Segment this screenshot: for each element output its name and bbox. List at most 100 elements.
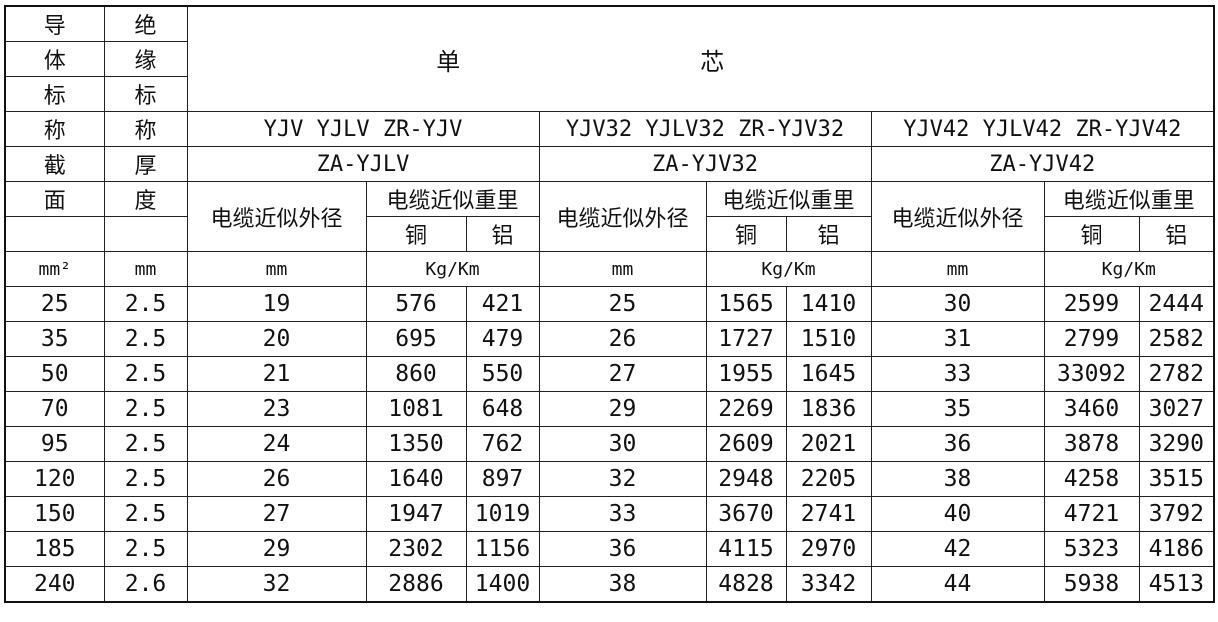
col-header: 铜 <box>705 216 787 252</box>
col-header: 电缆近似重里 <box>705 181 872 217</box>
header-row: 截 厚 ZA-YJLV ZA-YJV32 ZA-YJV42 <box>4 146 1215 182</box>
cell <box>103 216 188 252</box>
cell: 35 <box>4 321 105 357</box>
cell: 4721 <box>1043 496 1140 532</box>
cell: 2205 <box>785 461 872 497</box>
cell: 30 <box>538 426 707 462</box>
cell: 38 <box>538 566 707 603</box>
model: ZA-YJV42 <box>870 146 1215 182</box>
cell: 120 <box>4 461 105 497</box>
cell: 4186 <box>1138 531 1215 567</box>
cell: 32 <box>186 566 367 603</box>
cell: 20 <box>186 321 367 357</box>
cell: 1350 <box>365 426 467 462</box>
cell: 3290 <box>1138 426 1215 462</box>
cell: 标 <box>4 76 105 112</box>
cell: 550 <box>465 356 540 392</box>
header-row: 面 度 电缆近似外径 电缆近似重里 电缆近似外径 电缆近似重里 电缆近似外径 电… <box>4 181 1215 252</box>
data-row: 150 2.5 27 1947 1019 33 3670 2741 40 4721 3792 <box>4 496 1215 532</box>
unit: Kg/Km <box>1043 251 1215 287</box>
cell: 3027 <box>1138 391 1215 427</box>
cell: 1645 <box>785 356 872 392</box>
cell: 1947 <box>365 496 467 532</box>
cell: 479 <box>465 321 540 357</box>
cell: 4115 <box>705 531 787 567</box>
cell: 1510 <box>785 321 872 357</box>
header-row: 体 缘 <box>4 41 1214 77</box>
cell: 1410 <box>785 286 872 322</box>
table-body: 导 绝 单芯 体 缘 标 标 称 称 YJV YJLV ZR-YJV YJV32… <box>4 5 1215 603</box>
cell: 1400 <box>465 566 540 603</box>
unit-row: mm² mm mm Kg/Km mm Kg/Km mm Kg/Km <box>4 251 1215 287</box>
cell: 1727 <box>705 321 787 357</box>
cell: 31 <box>870 321 1045 357</box>
cell: 70 <box>4 391 105 427</box>
data-row: 70 2.5 23 1081 648 29 2269 1836 35 3460 3027 <box>4 391 1215 427</box>
cell: 体 <box>4 41 105 77</box>
cell <box>4 216 105 252</box>
cell: 95 <box>4 426 105 462</box>
col-header: 电缆近似外径 <box>870 181 1045 252</box>
cell: 2.5 <box>103 461 188 497</box>
cell: 3878 <box>1043 426 1140 462</box>
cell: 29 <box>538 391 707 427</box>
cell: 576 <box>365 286 467 322</box>
cell: 240 <box>4 566 105 603</box>
cell: 36 <box>538 531 707 567</box>
header-row: 标 标 <box>4 76 1214 112</box>
cell: 2948 <box>705 461 787 497</box>
cell: 25 <box>538 286 707 322</box>
cell: 绝 <box>103 5 188 42</box>
cell: 2.5 <box>103 286 188 322</box>
cell: 42 <box>870 531 1045 567</box>
cell: 导 <box>4 5 105 42</box>
cell: 3460 <box>1043 391 1140 427</box>
model: YJV42 YJLV42 ZR-YJV42 <box>870 111 1215 147</box>
cell: 2021 <box>785 426 872 462</box>
col-header: 铝 <box>465 216 540 252</box>
cell: 4513 <box>1138 566 1215 603</box>
cell: 21 <box>186 356 367 392</box>
cell: 5938 <box>1043 566 1140 603</box>
cell: 33 <box>870 356 1045 392</box>
col-header: 电缆近似重里 <box>1043 181 1215 217</box>
cell: 33 <box>538 496 707 532</box>
cell: 33092 <box>1043 356 1140 392</box>
cell: 2582 <box>1138 321 1215 357</box>
cell: 截 <box>4 146 105 182</box>
cell: 2886 <box>365 566 467 603</box>
cell: 称 <box>4 111 105 147</box>
data-row: 95 2.5 24 1350 762 30 2609 2021 36 3878 3290 <box>4 426 1215 462</box>
unit: mm <box>870 251 1045 287</box>
col-header: 铜 <box>1043 216 1140 252</box>
unit: mm <box>186 251 367 287</box>
cell: 2.5 <box>103 531 188 567</box>
cell: 2609 <box>705 426 787 462</box>
cell: 762 <box>465 426 540 462</box>
cell: 厚 <box>103 146 188 182</box>
cell: 19 <box>186 286 367 322</box>
model: ZA-YJLV <box>186 146 540 182</box>
cell: 23 <box>186 391 367 427</box>
unit: mm <box>538 251 707 287</box>
header-row: 称 称 YJV YJLV ZR-YJV YJV32 YJLV32 ZR-YJV3… <box>4 111 1215 147</box>
cell: 1019 <box>465 496 540 532</box>
cell: 29 <box>186 531 367 567</box>
cell: 2.5 <box>103 356 188 392</box>
cell: 1156 <box>465 531 540 567</box>
cell: 3792 <box>1138 496 1215 532</box>
col-header: 电缆近似重里 <box>365 181 540 217</box>
header-row: 铜 铝 铜 铝 铜 铝 <box>4 216 1215 252</box>
cell: 2741 <box>785 496 872 532</box>
unit: Kg/Km <box>705 251 872 287</box>
cell: 695 <box>365 321 467 357</box>
cell: 421 <box>465 286 540 322</box>
cell: 40 <box>870 496 1045 532</box>
data-row: 120 2.5 26 1640 897 32 2948 2205 38 4258 3515 <box>4 461 1215 497</box>
header-row: 导 绝 单芯 <box>4 5 1215 112</box>
cell: 2.6 <box>103 566 188 603</box>
cell: 4828 <box>705 566 787 603</box>
cell: 3670 <box>705 496 787 532</box>
cell: 185 <box>4 531 105 567</box>
